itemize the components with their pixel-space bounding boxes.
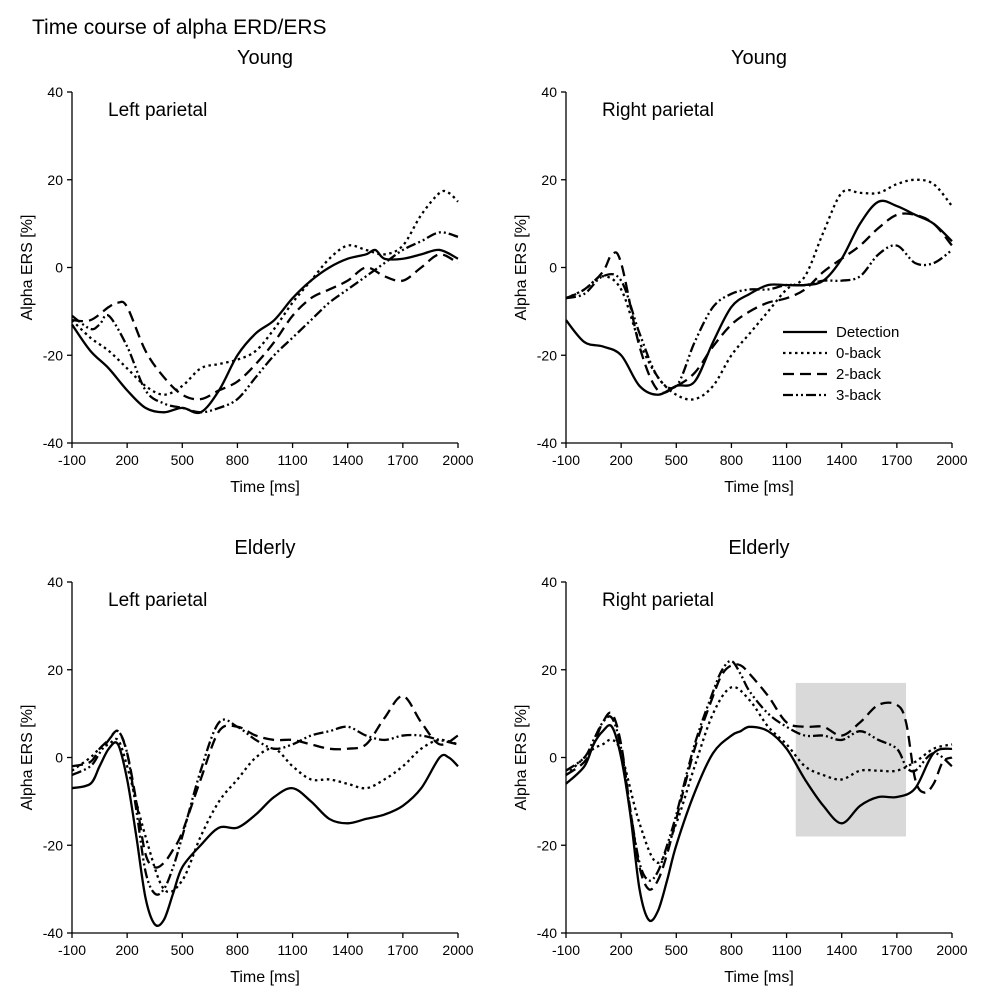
chart-1-x-tick-label: 500 <box>665 452 689 468</box>
chart-3-y-tick-label: -20 <box>537 837 557 853</box>
chart-0-y-axis-label: Alpha ERS [%] <box>19 215 36 321</box>
chart-3-x-tick-label: 500 <box>665 942 689 958</box>
chart-3-x-tick-label: 800 <box>720 942 744 958</box>
chart-2-y-tick-label: -40 <box>43 925 63 941</box>
chart-1-series-3-back <box>565 244 953 390</box>
chart-1-title: Young <box>731 47 787 69</box>
legend-label-3-back: 3-back <box>836 387 882 404</box>
chart-0-x-tick-label: 800 <box>226 452 250 468</box>
chart-0-series-detection <box>71 248 459 415</box>
chart-1-x-tick-label: 1400 <box>826 452 857 468</box>
chart-0-y-tick-label: 40 <box>47 84 63 100</box>
chart-2-x-axis-label: Time [ms] <box>230 969 300 986</box>
chart-1-x-tick-label: 800 <box>720 452 744 468</box>
chart-2-y-tick-label: 40 <box>47 574 63 590</box>
chart-0-title: Young <box>237 47 293 69</box>
chart-2-x-tick-label: 1100 <box>278 942 308 958</box>
chart-2-y-tick-label: -20 <box>43 837 63 853</box>
chart-3-y-axis-label: Alpha ERS [%] <box>513 705 530 811</box>
chart-2-y-axis-label: Alpha ERS [%] <box>19 705 36 811</box>
chart-2-title: Elderly <box>234 537 295 559</box>
chart-3-x-tick-label: 1400 <box>826 942 857 958</box>
chart-1-y-tick-label: 0 <box>549 260 557 276</box>
chart-0-x-tick-label: 500 <box>171 452 195 468</box>
chart-0-x-tick-label: 200 <box>115 452 139 468</box>
chart-1-y-tick-label: 40 <box>541 84 557 100</box>
chart-2-series-detection <box>71 741 459 927</box>
chart-3-x-tick-label: 200 <box>609 942 633 958</box>
chart-3-x-tick-label: -100 <box>552 942 580 958</box>
chart-0-x-tick-label: -100 <box>58 452 86 468</box>
chart-2-region-label: Left parietal <box>108 590 207 611</box>
chart-young-left-parietal: Young Left parietal -40 -20 0 20 40 -100 200 500 8… <box>19 47 474 496</box>
chart-3-title: Elderly <box>728 537 789 559</box>
chart-0-region-label: Left parietal <box>108 100 207 121</box>
chart-elderly-left-parietal: Elderly Left parietal -40 -20 0 20 40 -100 200 50… <box>19 537 474 986</box>
chart-3-x-tick-label: 1100 <box>772 942 802 958</box>
chart-1-x-tick-label: 1700 <box>881 452 912 468</box>
chart-3-y-tick-label: -40 <box>537 925 557 941</box>
chart-1-x-tick-label: -100 <box>552 452 580 468</box>
chart-3-series-2-back <box>565 663 953 891</box>
chart-1-x-tick-label: 200 <box>609 452 633 468</box>
chart-1-x-tick-label: 1100 <box>772 452 802 468</box>
chart-0-y-tick-label: -40 <box>43 435 63 451</box>
legend: Detection 0-back 2-back 3-back <box>783 324 899 404</box>
chart-0-y-tick-label: 20 <box>47 172 63 188</box>
legend-label-0-back: 0-back <box>836 345 882 362</box>
chart-3-y-tick-label: 0 <box>549 750 557 766</box>
chart-2-y-tick-label: 0 <box>55 750 63 766</box>
chart-young-right-parietal: Young Right parietal -40 -20 0 20 40 -100 200 500… <box>513 47 968 496</box>
chart-elderly-right-parietal: Elderly Right parietal -40 -20 0 20 40 -100 200 5… <box>513 537 968 986</box>
chart-1-x-axis-label: Time [ms] <box>724 479 794 496</box>
chart-3-y-tick-label: 20 <box>541 662 557 678</box>
chart-0-x-tick-label: 2000 <box>442 452 473 468</box>
chart-2-x-tick-label: 800 <box>226 942 250 958</box>
chart-2-y-tick-label: 20 <box>47 662 63 678</box>
legend-label-2-back: 2-back <box>836 366 882 383</box>
chart-2-x-tick-label: -100 <box>58 942 86 958</box>
figure-title: Time course of alpha ERD/ERS <box>32 16 327 39</box>
chart-3-x-tick-label: 1700 <box>881 942 912 958</box>
chart-3-x-axis-label: Time [ms] <box>724 969 794 986</box>
chart-1-x-tick-label: 2000 <box>936 452 967 468</box>
chart-2-series-3-back <box>71 718 459 896</box>
chart-3-highlight-region <box>795 682 907 837</box>
legend-label-detection: Detection <box>836 324 899 341</box>
chart-3-series-3-back <box>565 659 953 882</box>
chart-0-series-2-back <box>71 253 459 401</box>
chart-0-y-tick-label: 0 <box>55 260 63 276</box>
chart-1-series-detection <box>565 199 953 396</box>
chart-3-y-tick-label: 40 <box>541 574 557 590</box>
chart-2-x-tick-label: 1700 <box>387 942 418 958</box>
chart-3-x-tick-label: 2000 <box>936 942 967 958</box>
chart-3-series-detection <box>565 724 953 923</box>
chart-1-series-2-back <box>565 212 953 394</box>
chart-0-x-axis-label: Time [ms] <box>230 479 300 496</box>
chart-0-x-tick-label: 1700 <box>387 452 418 468</box>
chart-2-x-tick-label: 2000 <box>442 942 473 958</box>
chart-0-x-tick-label: 1100 <box>278 452 308 468</box>
chart-2-x-tick-label: 1400 <box>332 942 363 958</box>
chart-1-y-axis-label: Alpha ERS [%] <box>513 215 530 321</box>
chart-1-y-tick-label: 20 <box>541 172 557 188</box>
chart-2-series-0-back <box>71 737 459 894</box>
chart-0-x-tick-label: 1400 <box>332 452 363 468</box>
chart-0-y-tick-label: -20 <box>43 347 63 363</box>
chart-2-series-2-back <box>71 694 459 869</box>
chart-3-region-label: Right parietal <box>602 590 714 611</box>
chart-2-x-tick-label: 200 <box>115 942 139 958</box>
chart-1-y-tick-label: -40 <box>537 435 557 451</box>
chart-1-y-tick-label: -20 <box>537 347 557 363</box>
chart-0-series-3-back <box>71 231 459 414</box>
chart-2-x-tick-label: 500 <box>171 942 195 958</box>
chart-1-region-label: Right parietal <box>602 100 714 121</box>
